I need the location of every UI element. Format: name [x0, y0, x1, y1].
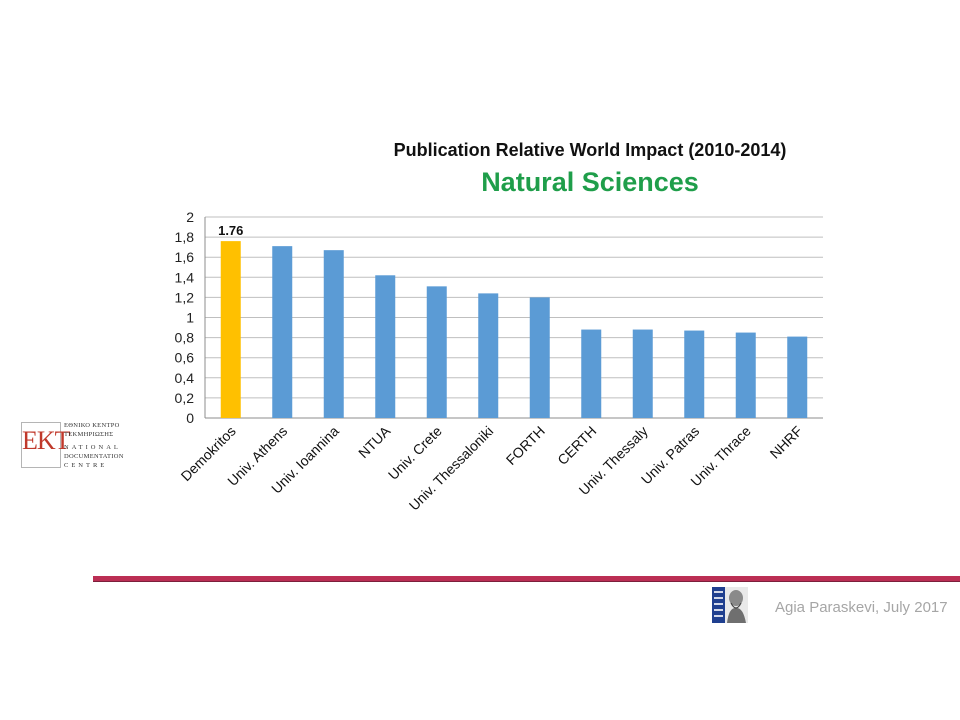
- y-tick-label: 0,6: [175, 350, 195, 366]
- ekt-logo-box: [21, 422, 61, 468]
- x-tick-label: FORTH: [503, 423, 548, 468]
- ekt-logo: EKT ΕΘΝΙΚΟ ΚΕΝΤΡΟ ΤΕΚΜΗΡΙΩΣΗΣ NATIONAL D…: [21, 420, 129, 472]
- footer-location-date: Agia Paraskevi, July 2017: [775, 599, 948, 616]
- gridlines: [204, 216, 823, 419]
- demokritos-emblem-icon: [712, 587, 748, 623]
- y-tick-label: 0,2: [175, 390, 195, 406]
- bar-univ-athens: [272, 246, 293, 418]
- bar-univ-ioannina: [323, 250, 344, 418]
- ekt-logo-line: ΕΘΝΙΚΟ ΚΕΝΤΡΟ: [64, 422, 120, 429]
- y-tick-label: 1: [186, 310, 194, 326]
- bar-forth: [529, 297, 550, 418]
- data-label: 1.76: [218, 223, 243, 238]
- y-tick-label: 0,8: [175, 330, 195, 346]
- bar-univ-crete: [426, 286, 447, 418]
- bar-nhrf: [787, 336, 808, 418]
- y-tick-label: 0,4: [175, 370, 195, 386]
- bar-univ-thrace: [735, 332, 756, 418]
- chart-subtitle: Natural Sciences: [481, 167, 699, 197]
- y-tick-label: 1,4: [175, 269, 195, 285]
- ekt-logo-line: NATIONAL: [64, 444, 121, 451]
- ekt-logo-line: ΤΕΚΜΗΡΙΩΣΗΣ: [64, 431, 114, 438]
- bar-univ-thessaly: [632, 329, 653, 418]
- bars: [220, 241, 808, 418]
- bar-univ-patras: [684, 330, 705, 418]
- ekt-logo-line: DOCUMENTATION: [64, 453, 124, 460]
- y-tick-label: 1,2: [175, 289, 195, 305]
- x-tick-label: CERTH: [554, 423, 599, 468]
- footer-divider: [93, 576, 960, 581]
- y-tick-label: 1,8: [175, 229, 195, 245]
- bar-ntua: [375, 275, 396, 418]
- bar-demokritos: [220, 241, 241, 418]
- bar-certh: [581, 329, 602, 418]
- footer-divider-shadow: [93, 581, 960, 582]
- y-tick-label: 2: [186, 209, 194, 225]
- ekt-logo-line: CENTRE: [64, 462, 108, 469]
- x-tick-label: NHRF: [767, 423, 806, 462]
- y-tick-label: 1,6: [175, 249, 195, 265]
- chart-title: Publication Relative World Impact (2010-…: [393, 140, 787, 160]
- x-tick-label: NTUA: [355, 422, 394, 461]
- y-tick-label: 0: [186, 410, 194, 426]
- ekt-logo-letters: EKT: [22, 426, 71, 455]
- bar-univ-thessaloniki: [478, 293, 499, 418]
